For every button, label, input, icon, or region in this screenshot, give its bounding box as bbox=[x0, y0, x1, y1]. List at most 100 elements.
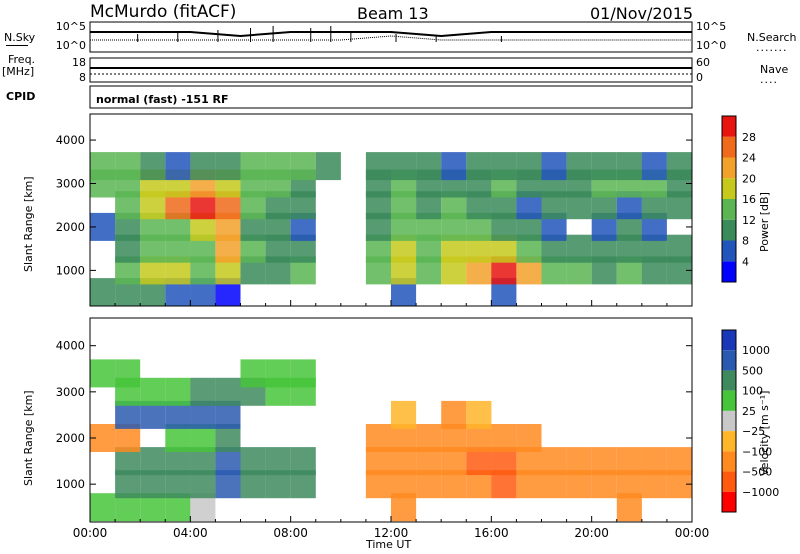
velocity-ylabel: Slant Range [km] bbox=[22, 390, 35, 486]
time-tick-label: 12:00 bbox=[374, 526, 409, 540]
velocity-heatmap-cell bbox=[441, 400, 467, 429]
cpid-label: CPID bbox=[6, 90, 36, 103]
velocity-colorbar-segment bbox=[722, 431, 736, 452]
time-tick-label: 20:00 bbox=[574, 526, 609, 540]
velocity-colorbar-segment bbox=[722, 410, 736, 432]
velocity-colorbar-segment bbox=[722, 330, 736, 351]
power-heatmap-cell bbox=[190, 152, 216, 181]
noise-left-tick-label: 10^5 bbox=[56, 20, 86, 33]
velocity-heatmap-cell bbox=[391, 400, 417, 429]
power-colorbar-segment bbox=[722, 178, 736, 199]
velocity-heatmap-cell bbox=[566, 447, 592, 476]
velocity-heatmap-cell bbox=[491, 424, 517, 452]
velocity-heatmap-cell bbox=[115, 359, 141, 388]
power-colorbar-tick-label: 16 bbox=[742, 193, 756, 206]
power-colorbar-tick-label: 8 bbox=[742, 235, 749, 248]
freq-right-tick-label: 60 bbox=[696, 56, 710, 69]
date-title: 01/Nov/2015 bbox=[590, 4, 694, 23]
cpid-panel-frame bbox=[89, 85, 693, 109]
velocity-heatmap-cell bbox=[165, 377, 191, 406]
velocity-heatmap-cell bbox=[240, 359, 266, 388]
nsky-label: N.Sky bbox=[4, 31, 36, 44]
power-heatmap-cell bbox=[165, 152, 191, 181]
noise-series-line bbox=[90, 35, 692, 41]
freq-left-tick-label: 8 bbox=[79, 71, 86, 84]
power-heatmap-ytick-label: 1000 bbox=[56, 263, 85, 277]
velocity-colorbar-segment bbox=[722, 350, 736, 371]
velocity-heatmap-ytick-label: 3000 bbox=[56, 385, 85, 399]
power-colorbar-tick-label: 12 bbox=[742, 214, 756, 227]
velocity-colorbar-tick-label: 25 bbox=[742, 405, 756, 418]
power-colorbar-segment bbox=[722, 136, 736, 158]
time-tick-label: 04:00 bbox=[173, 526, 208, 540]
power-heatmap-cell bbox=[315, 152, 341, 181]
velocity-colorbar-tick-label: −500 bbox=[742, 466, 772, 479]
velocity-heatmap-cell bbox=[290, 447, 316, 476]
power-colorbar-segment bbox=[722, 240, 736, 262]
power-heatmap-cell bbox=[491, 152, 517, 181]
velocity-heatmap-cell bbox=[90, 359, 116, 388]
power-heatmap-cell bbox=[566, 234, 592, 263]
freq-right-tick-label: 0 bbox=[696, 71, 703, 84]
power-colorbar-tick-label: 20 bbox=[742, 172, 756, 185]
velocity-heatmap-ytick-label: 2000 bbox=[56, 431, 85, 445]
time-tick-label: 08:00 bbox=[273, 526, 308, 540]
nsky-legend-line bbox=[6, 45, 28, 46]
velocity-colorbar-tick-label: −1000 bbox=[742, 486, 779, 499]
power-heatmap-cell bbox=[441, 152, 467, 181]
power-heatmap-cell bbox=[566, 152, 592, 181]
station-title: McMurdo (fitACF) bbox=[90, 2, 237, 22]
velocity-colorbar-segment bbox=[722, 491, 736, 512]
power-heatmap-ytick-label: 2000 bbox=[56, 220, 85, 234]
velocity-heatmap-cell bbox=[290, 359, 316, 388]
frame-layer bbox=[89, 21, 737, 523]
power-heatmap-cell bbox=[215, 152, 241, 181]
velocity-heatmap-cell bbox=[265, 359, 291, 388]
velocity-heatmap-cell bbox=[616, 447, 642, 476]
power-heatmap-cell bbox=[591, 152, 617, 181]
power-colorbar-tick-label: 4 bbox=[742, 255, 749, 268]
power-colorbar-tick-label: 24 bbox=[742, 152, 756, 165]
noise-right-tick-label: 10^0 bbox=[696, 39, 726, 52]
time-tick-label: 00:00 bbox=[73, 526, 108, 540]
noise-left-tick-label: 10^0 bbox=[56, 39, 86, 52]
power-colorbar-frame bbox=[721, 115, 737, 283]
power-heatmap-ytick-label: 4000 bbox=[56, 133, 85, 147]
power-heatmap-cell bbox=[616, 152, 642, 181]
velocity-colorbar-tick-label: 100 bbox=[742, 385, 763, 398]
velocity-heatmap-ytick-label: 1000 bbox=[56, 477, 85, 491]
power-heatmap-cell bbox=[541, 152, 567, 181]
velocity-heatmap-cell bbox=[416, 424, 442, 452]
velocity-heatmap-cell bbox=[265, 447, 291, 476]
power-heatmap-cell bbox=[466, 152, 492, 181]
power-colorbar-segment bbox=[722, 199, 736, 220]
power-heatmap-cell bbox=[641, 152, 667, 181]
power-colorbar-tick-label: 28 bbox=[742, 131, 756, 144]
velocity-heatmap-cell bbox=[90, 493, 116, 522]
freq-label: Freq. bbox=[8, 53, 36, 66]
nsearch-label: N.Search bbox=[747, 31, 797, 44]
velocity-colorbar-tick-label: 1000 bbox=[742, 344, 770, 357]
power-heatmap-ytick-label: 3000 bbox=[56, 177, 85, 191]
noise-series-line bbox=[90, 31, 692, 38]
time-tick-label: 16:00 bbox=[474, 526, 509, 540]
velocity-colorbar-tick-label: 500 bbox=[742, 364, 763, 377]
power-colorbar-segment bbox=[722, 157, 736, 179]
power-heatmap-cell bbox=[265, 152, 291, 181]
velocity-heatmap-cell bbox=[666, 447, 692, 476]
time-tick-label: 00:00 bbox=[675, 526, 710, 540]
velocity-colorbar-label: Velocity [m s⁻¹] bbox=[758, 390, 771, 476]
power-heatmap-cell bbox=[416, 152, 442, 181]
power-colorbar-label: Power [dB] bbox=[758, 192, 771, 252]
power-heatmap-cell bbox=[140, 152, 166, 181]
power-heatmap-cell bbox=[290, 152, 316, 181]
power-heatmap-cell bbox=[115, 152, 141, 181]
time-axis-label: Time UT bbox=[366, 538, 412, 551]
power-ylabel: Slant Range [km] bbox=[22, 176, 35, 272]
power-heatmap-cell bbox=[666, 152, 692, 181]
velocity-colorbar-segment bbox=[722, 471, 736, 492]
power-colorbar-segment bbox=[722, 261, 736, 282]
power-heatmap-cell bbox=[391, 152, 417, 181]
